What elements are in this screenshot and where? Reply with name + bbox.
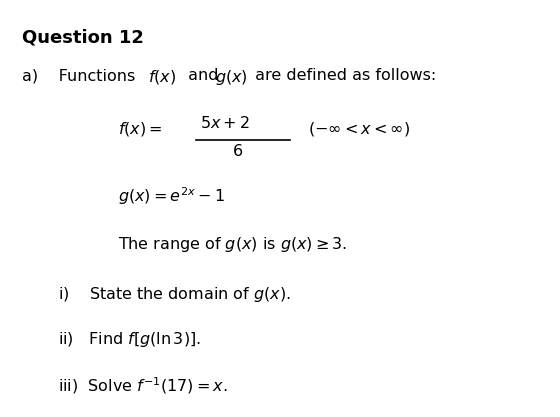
Text: and: and bbox=[183, 68, 223, 83]
Text: a)    Functions: a) Functions bbox=[22, 68, 141, 83]
Text: $g(x)$: $g(x)$ bbox=[215, 68, 248, 87]
Text: Question 12: Question 12 bbox=[22, 28, 144, 46]
Text: $(-\infty < x < \infty)$: $(-\infty < x < \infty)$ bbox=[308, 120, 410, 138]
Text: $f(x)$: $f(x)$ bbox=[148, 68, 176, 86]
Text: $g(x) = e^{2x} - 1$: $g(x) = e^{2x} - 1$ bbox=[118, 185, 225, 207]
Text: i)    State the domain of $g(x)$.: i) State the domain of $g(x)$. bbox=[58, 285, 291, 304]
Text: ii)   Find $f[g(\mathrm{ln}\,3)]$.: ii) Find $f[g(\mathrm{ln}\,3)]$. bbox=[58, 330, 201, 349]
Text: $f(x) =$: $f(x) =$ bbox=[118, 120, 162, 138]
Text: $5x + 2$: $5x + 2$ bbox=[200, 115, 250, 131]
Text: are defined as follows:: are defined as follows: bbox=[250, 68, 436, 83]
Text: iii)  Solve $f^{-1}(17) = x$.: iii) Solve $f^{-1}(17) = x$. bbox=[58, 375, 227, 396]
Text: The range of $g(x)$ is $g(x) \geq 3$.: The range of $g(x)$ is $g(x) \geq 3$. bbox=[118, 235, 347, 254]
Text: $6$: $6$ bbox=[232, 143, 243, 159]
